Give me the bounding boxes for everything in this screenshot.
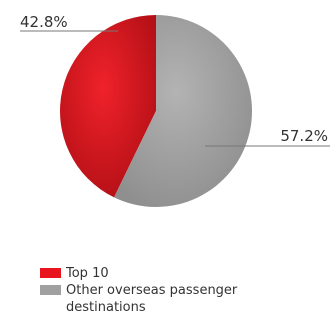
pie-slice-top-10 [60, 15, 156, 198]
data-label-other-overseas: 57.2% [280, 127, 328, 145]
pie-chart: 42.8% 57.2% [20, 13, 330, 207]
pie-slice-other-overseas [114, 14, 253, 207]
legend: Top 10 Other overseas passenger destinat… [40, 265, 241, 316]
legend-swatch-grey [40, 285, 61, 295]
legend-label: Top 10 [66, 266, 109, 281]
legend-swatch-red [40, 268, 61, 278]
legend-item-other-overseas: Other overseas passenger destinations [40, 282, 241, 316]
legend-item-top-10: Top 10 [40, 265, 241, 282]
data-label-top-10: 42.8% [20, 13, 68, 31]
legend-label: Other overseas passenger destinations [66, 283, 238, 315]
